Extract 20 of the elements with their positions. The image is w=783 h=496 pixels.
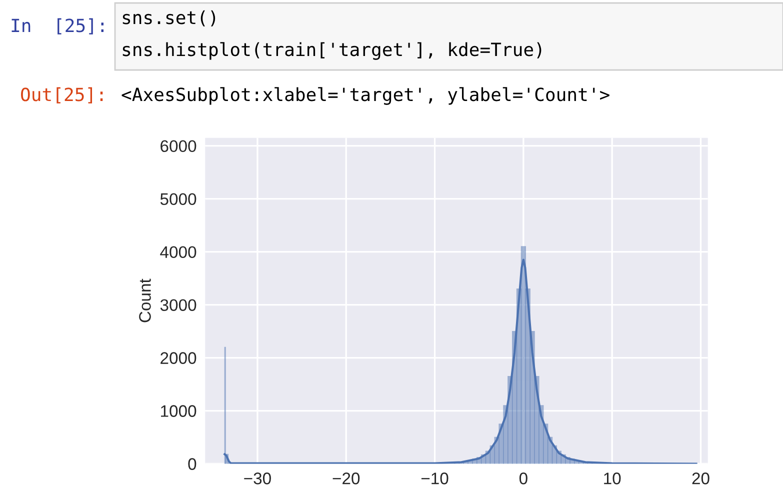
x-tick-label: 10 xyxy=(604,472,621,484)
line-series xyxy=(224,258,698,464)
y-tick-label: 2000 xyxy=(160,352,196,364)
y-axis-title: Count xyxy=(139,278,151,322)
text: <AxesSubplot:xlabel='target', ylabel='Count'> xyxy=(122,87,610,105)
y-tick-label: 1000 xyxy=(161,405,196,417)
x-tick-label: −30 xyxy=(244,472,271,484)
x-tick-label: −10 xyxy=(421,472,448,484)
y-tick-label: 0 xyxy=(188,458,196,470)
x-tick-label: 20 xyxy=(692,472,710,484)
x-tick-label: 0 xyxy=(519,472,528,484)
text: In [25]: xyxy=(12,18,104,34)
y-tick-label: 5000 xyxy=(160,193,196,206)
y-tick-label: 6000 xyxy=(160,140,196,152)
y-tick-label: 3000 xyxy=(160,299,196,311)
y-tick-label: 4000 xyxy=(160,246,196,258)
text: sns.histplot(train['target'], kde=True) xyxy=(122,42,542,60)
text: Out[25]: xyxy=(21,87,103,104)
text: sns.set() xyxy=(122,10,216,26)
x-tick-label: −20 xyxy=(332,472,360,484)
